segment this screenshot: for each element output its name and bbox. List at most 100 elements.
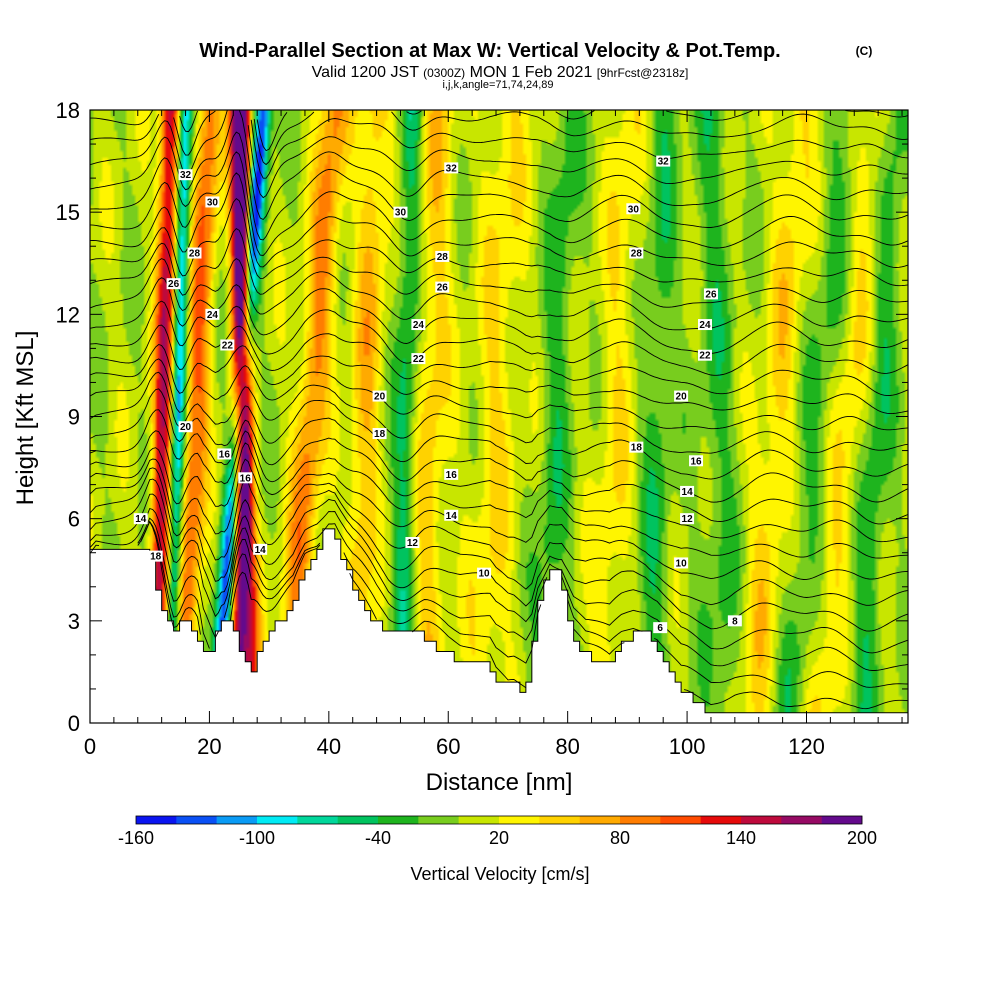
svg-text:30: 30	[395, 208, 407, 219]
theta-contour-12	[89, 467, 909, 580]
svg-text:16: 16	[240, 473, 252, 484]
chart-title: Wind-Parallel Section at Max W: Vertical…	[199, 40, 780, 62]
contour-label: 30	[393, 206, 408, 219]
theta-contour-34	[256, 109, 909, 152]
contour-label: 22	[697, 349, 712, 362]
svg-text:26: 26	[437, 283, 449, 294]
subtitle-utc: (0300Z)	[423, 66, 465, 80]
contour-label: 30	[626, 203, 641, 215]
contour-label: 18	[372, 428, 387, 440]
svg-text:6: 6	[657, 623, 663, 634]
theta-contour-8	[89, 517, 909, 671]
svg-text:32: 32	[180, 170, 192, 181]
x-tick-label: 40	[317, 734, 341, 759]
svg-text:28: 28	[189, 249, 201, 260]
svg-text:24: 24	[413, 320, 425, 331]
contour-label: 20	[674, 390, 689, 403]
contour-label: 6	[653, 622, 668, 634]
theta-contour-10	[89, 493, 909, 632]
contour-label: 10	[674, 557, 689, 569]
svg-text:12: 12	[682, 514, 694, 525]
y-tick-label: 18	[56, 98, 80, 123]
svg-text:10: 10	[479, 569, 491, 580]
copyright-mark: (C)	[856, 44, 873, 58]
svg-text:22: 22	[699, 351, 711, 362]
colorbar-tick-label: -100	[239, 828, 275, 848]
svg-text:10: 10	[676, 558, 688, 569]
y-tick-label: 6	[68, 507, 80, 532]
contour-label: 22	[220, 339, 235, 351]
colorbar-swatch	[418, 816, 459, 824]
contour-label: 12	[680, 513, 695, 525]
svg-text:18: 18	[374, 429, 386, 440]
svg-text:32: 32	[658, 157, 670, 168]
x-axis-label: Distance [nm]	[426, 769, 573, 796]
theta-contour-24	[89, 258, 909, 331]
axis-ticks: 0 20 40 60 80 100 120 0 3 6 9 12 15 18	[56, 98, 908, 759]
contour-label: 14	[680, 485, 695, 498]
svg-text:16: 16	[446, 470, 458, 481]
theta-contour-26	[89, 197, 909, 287]
svg-text:30: 30	[207, 197, 219, 208]
theta-contour-6	[140, 520, 909, 710]
theta-contour-17	[89, 388, 909, 480]
contour-label: 20	[178, 421, 193, 433]
theta-contour-9	[89, 508, 909, 654]
contour-label: 26	[166, 278, 181, 290]
svg-text:22: 22	[413, 354, 425, 365]
contour-label: 14	[253, 543, 268, 556]
contour-label: 14	[133, 513, 148, 525]
colorbar-swatch	[700, 816, 742, 824]
svg-text:16: 16	[219, 449, 231, 460]
theta-contour-27	[89, 172, 909, 268]
x-tick-label: 120	[788, 734, 825, 759]
svg-text:14: 14	[682, 487, 694, 498]
colorbar-tick-label: -40	[365, 828, 391, 848]
colorbar-label: Vertical Velocity [cm/s]	[410, 864, 589, 884]
colorbar-tick-label: 80	[610, 828, 630, 848]
svg-text:24: 24	[207, 310, 219, 321]
colorbar-swatch	[579, 816, 621, 824]
svg-text:28: 28	[631, 249, 643, 260]
colorbar-swatch	[499, 816, 540, 824]
colorbar-tick-label: 140	[726, 828, 756, 848]
colorbar-swatch	[821, 816, 863, 824]
terrain-mask	[89, 528, 909, 724]
x-tick-label: 0	[84, 734, 96, 759]
contour-label: 26	[435, 281, 450, 294]
colorbar-tick-label: -160	[118, 828, 154, 848]
contour-label: 18	[148, 550, 163, 563]
contour-label: 28	[435, 250, 450, 263]
y-tick-label: 15	[56, 200, 80, 225]
colorbar-swatch	[216, 816, 258, 824]
svg-text:26: 26	[168, 279, 180, 290]
svg-text:20: 20	[676, 392, 688, 403]
colorbar-swatch	[337, 816, 379, 824]
contour-label: 28	[629, 247, 644, 260]
theta-contour-32	[89, 110, 909, 179]
contour-label: 32	[444, 162, 459, 174]
y-tick-label: 0	[68, 711, 80, 736]
colorbar-swatch	[458, 816, 500, 824]
x-tick-label: 100	[669, 734, 706, 759]
chart-ijk: i,j,k,angle=71,74,24,89	[442, 79, 553, 91]
colorbar-swatch	[781, 816, 822, 824]
contour-label: 30	[205, 196, 220, 208]
svg-text:14: 14	[135, 514, 147, 525]
x-tick-label: 80	[555, 734, 579, 759]
colorbar-swatch	[378, 816, 419, 824]
chart-subtitle: Valid 1200 JST (0300Z) MON 1 Feb 2021 [9…	[312, 64, 689, 81]
colorbar-tick-label: 200	[847, 828, 877, 848]
contour-label: 28	[187, 247, 202, 260]
svg-text:32: 32	[446, 163, 458, 174]
svg-text:22: 22	[222, 340, 234, 351]
contour-label: 16	[689, 455, 704, 467]
subtitle-valid: Valid 1200 JST	[312, 64, 420, 81]
contour-label: 12	[405, 537, 420, 549]
contour-label: 14	[444, 509, 459, 522]
contour-label: 16	[444, 468, 459, 481]
y-tick-label: 3	[68, 609, 80, 634]
colorbar-swatch	[136, 816, 177, 824]
contour-label: 16	[238, 472, 253, 484]
